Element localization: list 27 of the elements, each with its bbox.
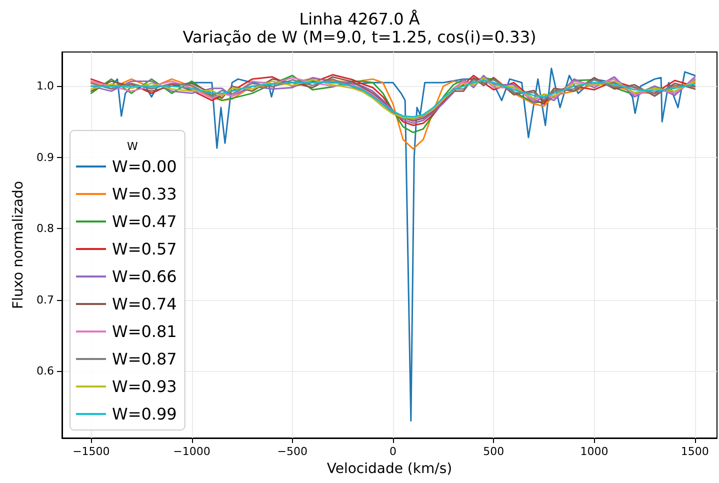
chart-title: Linha 4267.0 Å [299, 10, 420, 28]
x-tick-label: 500 [483, 445, 504, 458]
x-tick-label: −1000 [173, 445, 210, 458]
y-tick-label: 1.0 [36, 80, 54, 93]
y-tick-label: 0.6 [36, 364, 54, 378]
x-tick-label: −500 [277, 445, 308, 458]
chart-subtitle: Variação de W (M=9.0, t=1.25, cos(i)=0.33) [182, 28, 536, 46]
y-tick-label: 0.8 [36, 222, 54, 236]
legend-label: W=0.66 [112, 267, 177, 286]
legend-label: W=0.00 [112, 157, 177, 176]
x-tick-label: −1500 [72, 445, 110, 458]
x-tick-label: 1500 [680, 445, 709, 458]
legend-label: W=0.33 [112, 184, 177, 204]
legend-label: W=0.57 [112, 240, 177, 258]
y-tick-label: 0.7 [36, 293, 54, 306]
x-axis-title: Velocidade (km/s) [326, 461, 452, 477]
legend-label: W=0.93 [112, 377, 177, 396]
legend-label: W=0.99 [112, 404, 177, 424]
legend-label: W=0.87 [112, 350, 177, 368]
y-axis-title: Fluxo normalizado [10, 180, 27, 310]
x-tick-label: 1000 [580, 445, 608, 458]
legend-label: W=0.47 [112, 212, 177, 231]
y-tick-label: 0.9 [36, 150, 54, 164]
x-tick-label: 0 [390, 445, 397, 458]
legend-label: W=0.81 [112, 322, 177, 341]
legend-title: W [126, 140, 138, 153]
legend-label: W=0.74 [112, 294, 177, 314]
